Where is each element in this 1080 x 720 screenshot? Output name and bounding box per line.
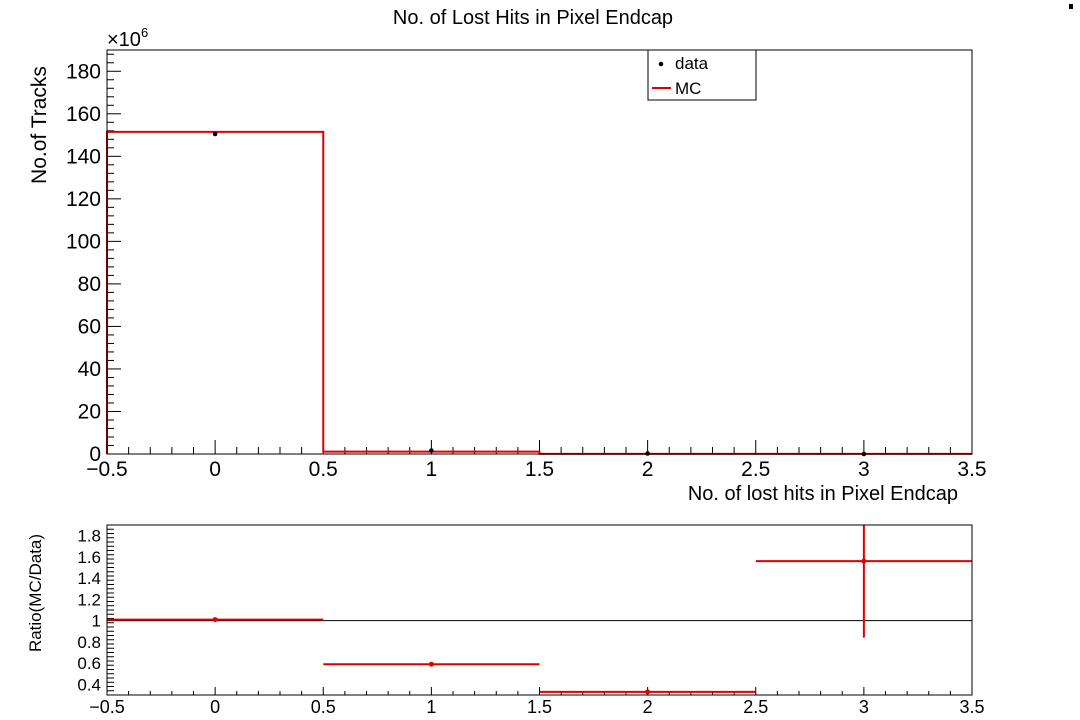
top-y-tick-label: 40 <box>78 358 101 381</box>
top-y-tick-label: 60 <box>78 315 101 338</box>
top-y-tick-label: 100 <box>66 230 101 253</box>
ratio-point <box>861 558 867 564</box>
ratio-plot-marks <box>107 525 972 695</box>
ratio-x-tick-label: 2.5 <box>743 697 768 717</box>
chart-title: No. of Lost Hits in Pixel Endcap <box>393 7 673 29</box>
ratio-x-tick-label: −0.5 <box>89 697 125 717</box>
x-axis-label: No. of lost hits in Pixel Endcap <box>688 483 958 505</box>
ratio-panel: Ratio(MC/Data) −0.5 0 0.5 1 1.5 2 2.5 3 3.5 0.4 0.… <box>26 524 985 717</box>
legend-data-label: data <box>675 54 709 73</box>
ratio-x-tick-label: 3 <box>859 697 869 717</box>
ratio-point <box>428 661 434 667</box>
ratio-x-tick-label: 0.5 <box>311 697 336 717</box>
ratio-y-tick-label: 1.4 <box>77 569 101 588</box>
ratio-plot-frame <box>106 524 973 696</box>
ratio-y-tick-label: 0.8 <box>77 633 101 652</box>
legend-data-marker <box>658 61 664 67</box>
y-multiplier-base: ×10 <box>107 29 141 51</box>
y-multiplier-exponent: 6 <box>141 25 148 40</box>
data-point <box>429 448 434 453</box>
top-x-tick-label: −0.5 <box>86 458 127 481</box>
ratio-y-tick-label: 1.2 <box>77 590 101 609</box>
ratio-y-tick-label: 0.4 <box>77 675 101 694</box>
top-x-tick-label: 3 <box>858 458 870 481</box>
top-y-tick-label: 80 <box>78 273 101 296</box>
data-point <box>645 451 650 456</box>
top-y-tick-label: 140 <box>66 145 101 168</box>
top-x-tick-label: 1 <box>426 458 438 481</box>
top-y-tick-label: 20 <box>78 400 101 423</box>
top-y-tick-label: 120 <box>66 188 101 211</box>
ratio-x-tick-label: 1 <box>426 697 436 717</box>
legend-box <box>647 49 757 101</box>
top-axis-ticks <box>106 53 973 455</box>
top-plot-marks <box>106 130 972 457</box>
top-x-tick-label: 3.5 <box>957 458 986 481</box>
ratio-y-tick-label: 1 <box>92 612 101 631</box>
top-x-tick-label: 0 <box>209 458 221 481</box>
legend: data MC <box>647 49 757 101</box>
top-x-tick-label: 2.5 <box>741 458 770 481</box>
mc-step-line <box>106 130 972 455</box>
y-multiplier: ×106 <box>107 25 148 51</box>
ratio-axis-tick-labels: −0.5 0 0.5 1 1.5 2 2.5 3 3.5 0.4 0.6 0.8 1 1.2 1.4 1.6 1… <box>77 527 984 717</box>
ratio-y-tick-label: 1.6 <box>77 548 101 567</box>
top-x-tick-label: 1.5 <box>525 458 554 481</box>
top-plot-frame <box>106 49 973 455</box>
top-y-tick-label: 160 <box>66 103 101 126</box>
ratio-x-tick-label: 2 <box>643 697 653 717</box>
ratio-x-tick-label: 3.5 <box>959 697 984 717</box>
ratio-point <box>645 689 651 695</box>
ratio-y-tick-label: 0.6 <box>77 654 101 673</box>
y-axis-label: No.of Tracks <box>28 66 51 184</box>
legend-mc-label: MC <box>675 79 701 98</box>
ratio-x-tick-label: 1.5 <box>527 697 552 717</box>
ratio-y-axis-label: Ratio(MC/Data) <box>26 534 45 652</box>
top-x-tick-label: 0.5 <box>309 458 338 481</box>
data-point <box>212 131 218 137</box>
top-axis-tick-labels: −0.5 0 0.5 1 1.5 2 2.5 3 3.502040608010012014016… <box>66 60 987 481</box>
top-y-tick-label: 180 <box>66 60 101 83</box>
ratio-x-tick-label: 0 <box>210 697 220 717</box>
ratio-axis-ticks <box>106 524 973 696</box>
ratio-y-tick-label: 1.8 <box>77 527 101 546</box>
corner-mark <box>1069 4 1073 9</box>
main-panel: No. of Lost Hits in Pixel Endcap ×106 No… <box>28 7 987 505</box>
top-y-tick-label: 0 <box>89 443 101 466</box>
ratio-point <box>212 617 218 623</box>
top-x-tick-label: 2 <box>642 458 654 481</box>
